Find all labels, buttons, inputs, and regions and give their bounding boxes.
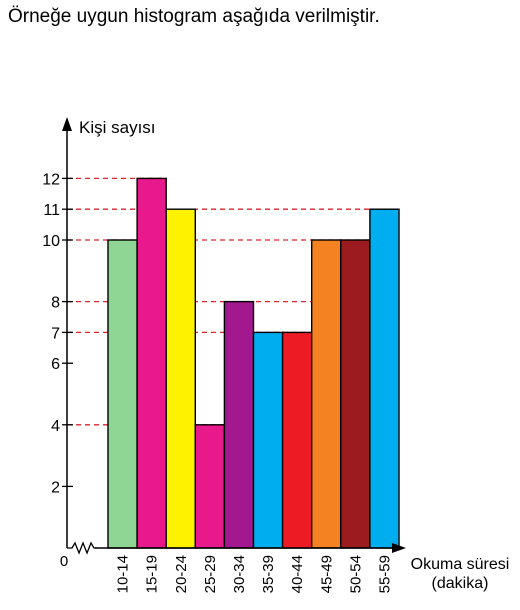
x-tick-label-20-24: 20-24 — [173, 555, 190, 593]
y-axis-arrow — [62, 117, 72, 131]
x-tick-label-15-19: 15-19 — [144, 555, 161, 593]
bar-30-34 — [223, 300, 255, 549]
origin-label: 0 — [60, 553, 68, 570]
x-tick-label-40-44: 40-44 — [289, 555, 306, 593]
y-tick-label-11: 11 — [43, 202, 60, 219]
y-tick-label-4: 4 — [51, 418, 60, 435]
y-tick-label-6: 6 — [51, 356, 60, 373]
y-tick-label-7: 7 — [51, 325, 60, 342]
x-tick-label-10-14: 10-14 — [115, 555, 132, 593]
x-tick-label-45-49: 45-49 — [318, 555, 335, 593]
x-axis-unit: (dakika) — [432, 575, 489, 592]
y-tick-label-10: 10 — [42, 233, 60, 250]
bar-50-54 — [340, 239, 371, 549]
bar-40-44 — [281, 331, 313, 549]
bar-45-49 — [311, 239, 342, 549]
x-tick-label-30-34: 30-34 — [231, 555, 248, 593]
x-tick-label-35-39: 35-39 — [260, 555, 277, 593]
intro-text: Örneğe uygun histogram aşağıda verilmişt… — [8, 6, 380, 27]
x-tick-label-50-54: 50-54 — [347, 555, 364, 593]
axes-group — [62, 117, 406, 555]
y-ticks-group: 2 4 6 7 8 10 11 12 — [42, 171, 73, 496]
x-tick-label-25-29: 25-29 — [202, 555, 219, 593]
bar-15-19 — [136, 177, 167, 549]
x-axis-arrow — [392, 543, 406, 553]
bar-25-29 — [194, 424, 226, 549]
bar-10-14 — [107, 239, 138, 549]
bar-35-39 — [252, 331, 284, 549]
x-axis-label: Okuma süresi — [411, 556, 510, 573]
x-tick-label-55-59: 55-59 — [376, 555, 393, 593]
bar-20-24 — [165, 208, 196, 549]
bar-55-59 — [369, 208, 400, 549]
y-axis-label: Kişi sayısı — [79, 118, 156, 137]
y-tick-label-12: 12 — [42, 171, 60, 188]
y-tick-label-2: 2 — [51, 479, 60, 496]
bars-group — [107, 177, 400, 549]
y-tick-label-8: 8 — [51, 295, 60, 312]
axis-break-squiggle — [67, 541, 97, 555]
x-tick-labels-group: 10-14 15-19 20-24 25-29 30-34 35-39 40-44 45-49… — [115, 555, 394, 593]
